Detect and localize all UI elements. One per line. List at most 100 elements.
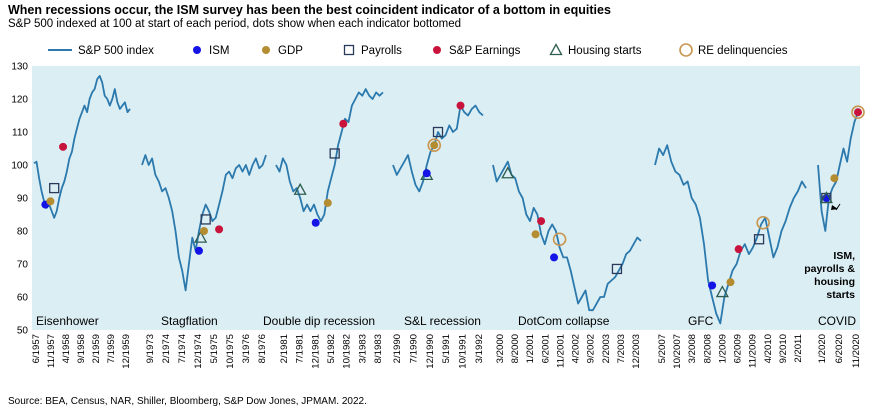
y-tick-label: 120: [11, 95, 28, 106]
y-tick-label: 60: [17, 293, 29, 304]
x-tick-label: 10/1991: [458, 334, 469, 369]
x-tick-label: 3/1976: [241, 334, 252, 363]
chart-subtitle: S&P 500 indexed at 100 at start of each …: [8, 18, 462, 30]
marker-earnings: [215, 225, 224, 234]
marker-payrolls: [611, 263, 623, 275]
sp500-line-1: [141, 154, 267, 292]
x-tick-label: 11/2001: [555, 334, 566, 368]
legend-label: S&P 500 index: [78, 45, 154, 57]
x-tick-label: 8/1976: [257, 334, 268, 363]
x-tick-label: 4/2010: [763, 334, 774, 363]
panel-label: S&L recession: [404, 314, 481, 328]
marker-gdp: [430, 141, 439, 150]
marker-earnings: [59, 142, 68, 151]
panel-label: Stagflation: [161, 314, 218, 328]
x-tick-label: 5/1975: [209, 334, 220, 363]
legend-re-delinquencies-icon: [679, 43, 693, 57]
x-tick-label: 8/1983: [373, 334, 384, 363]
marker-housing: [819, 191, 833, 204]
x-tick-label: 8/2008: [702, 334, 713, 363]
x-tick-label: 3/1983: [357, 334, 368, 363]
legend-ism-icon: [193, 46, 201, 54]
x-tick-label: 7/1981: [295, 334, 306, 363]
marker-earnings: [734, 245, 743, 254]
marker-housing: [715, 285, 729, 298]
marker-earnings: [456, 101, 465, 110]
x-tick-label: 5/1991: [441, 334, 452, 363]
marker-re-delinquencies: [851, 105, 865, 119]
x-tick-label: 6/2001: [540, 334, 551, 363]
x-tick-label: 7/2003: [616, 334, 627, 363]
y-tick-label: 80: [17, 227, 29, 238]
x-tick-label: 11/2020: [851, 334, 862, 368]
panel-label: DotCom collapse: [518, 314, 610, 328]
x-tick-label: 5/1982: [326, 334, 337, 363]
marker-gdp: [200, 227, 208, 235]
marker-ism: [550, 253, 559, 262]
x-tick-label: 2/1959: [91, 334, 102, 363]
marker-ism: [194, 246, 203, 255]
x-tick-label: 1/2009: [717, 334, 728, 363]
legend-label: S&P Earnings: [449, 45, 521, 57]
marker-ism: [422, 169, 431, 178]
legend-gdp-icon: [262, 46, 270, 54]
x-tick-label: 9/1973: [145, 334, 156, 363]
panel-label: GFC: [688, 314, 714, 328]
legend-housing-icon: [549, 43, 563, 56]
legend-label: RE delinquencies: [698, 45, 788, 57]
panel-label: Eisenhower: [36, 314, 99, 328]
y-tick-label: 70: [17, 260, 29, 271]
panel-label: COVID: [818, 314, 856, 328]
marker-ism: [311, 218, 320, 227]
annotation-arrowhead: [831, 205, 838, 210]
marker-payrolls: [329, 148, 340, 159]
x-tick-label: 11/2009: [748, 334, 759, 368]
marker-gdp: [46, 197, 55, 206]
x-tick-label: 6/1957: [31, 334, 42, 363]
marker-re-delinquencies: [427, 138, 442, 152]
sp500-line-6: [817, 111, 859, 232]
x-tick-label: 1/2020: [817, 334, 828, 363]
marker-gdp: [531, 230, 540, 239]
x-tick-label: 7/1990: [408, 334, 419, 363]
x-tick-label: 8/2000: [510, 334, 521, 363]
sp500-line-4: [492, 160, 642, 312]
x-tick-label: 4/1958: [61, 334, 72, 363]
x-tick-label: 10/1982: [342, 334, 353, 369]
x-tick-label: 2/2003: [601, 334, 612, 363]
y-tick-label: 110: [12, 128, 28, 139]
plot-area: [32, 66, 860, 330]
marker-earnings: [339, 119, 348, 128]
marker-payrolls: [49, 182, 60, 194]
sp500-line-2: [275, 88, 384, 223]
x-tick-label: 7/1959: [106, 334, 117, 363]
x-tick-label: 9/2010: [778, 334, 789, 363]
annotation-text: housing: [814, 276, 855, 288]
x-tick-label: 6/2009: [733, 334, 744, 363]
x-tick-label: 10/1975: [225, 334, 236, 369]
legend-earnings-icon: [433, 46, 441, 54]
legend-label: Housing starts: [568, 45, 642, 57]
marker-earnings: [854, 108, 862, 117]
source-note: Source: BEA, Census, NAR, Shiller, Bloom…: [8, 396, 367, 407]
y-tick-label: 90: [17, 194, 29, 205]
sp500-line-5: [654, 144, 807, 325]
legend-payrolls-icon: [343, 44, 355, 56]
x-tick-label: 3/2008: [687, 334, 698, 363]
sp500-line-3: [392, 104, 484, 193]
marker-housing: [501, 166, 515, 179]
x-tick-label: 9/2002: [586, 334, 597, 363]
panel-label: Double dip recession: [263, 314, 375, 328]
marker-payrolls: [200, 214, 211, 225]
marker-earnings: [537, 217, 546, 226]
x-tick-label: 12/1990: [425, 334, 436, 369]
x-tick-label: 11/1957: [46, 334, 57, 368]
marker-re-delinquencies: [756, 215, 770, 230]
x-tick-label: 2/1981: [279, 334, 290, 363]
x-tick-label: 12/1974: [193, 333, 204, 368]
x-tick-label: 3/1992: [474, 334, 485, 363]
marker-gdp: [726, 278, 735, 287]
annotation-text: starts: [826, 289, 855, 301]
marker-housing: [194, 230, 208, 243]
x-tick-label: 4/2002: [571, 334, 582, 363]
